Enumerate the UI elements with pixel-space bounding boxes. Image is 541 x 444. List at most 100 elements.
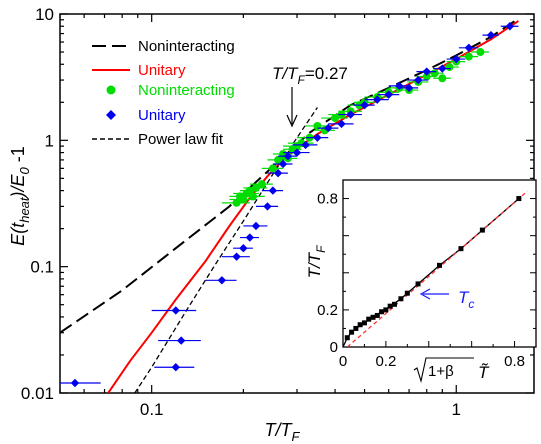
inset-data-point <box>370 314 376 320</box>
inset-y-axis-label: T/TF <box>305 245 328 279</box>
tc-label: T <box>458 288 470 307</box>
inset-data-point <box>349 329 355 335</box>
y-label-part: E(t <box>8 222 28 246</box>
data-point-unitary <box>245 233 255 242</box>
data-point-unitary <box>372 95 382 104</box>
annotation-main: T/T <box>272 64 299 83</box>
inset-x-tick-label: 0.8 <box>504 353 525 370</box>
inset-data-point <box>353 325 359 331</box>
data-point-unitary <box>404 83 414 93</box>
x-axis-label-main: T/T <box>265 420 294 440</box>
inset-data-point <box>516 196 522 202</box>
legend-entry-unitary-points: Unitary <box>106 107 186 124</box>
inset-data-point <box>374 312 380 318</box>
data-point-unitary <box>422 67 431 76</box>
tc-sub: c <box>468 297 474 311</box>
data-point-unitary <box>273 168 283 178</box>
data-point-unitary <box>239 244 248 253</box>
legend-label: Unitary <box>138 107 186 124</box>
data-point-noninteracting <box>251 183 260 192</box>
legend-entry-noninteracting-line: Noninteracting <box>92 38 235 55</box>
inset-x-tick-label: 0.2 <box>375 353 396 370</box>
data-point-unitary <box>464 43 474 53</box>
legend-label: Power law fit <box>138 131 224 148</box>
legend-swatch-green-circle <box>106 85 116 95</box>
data-point-unitary <box>292 148 302 157</box>
inset-y-tick-label: 0.2 <box>317 302 338 319</box>
data-point-unitary <box>360 100 369 110</box>
data-point-unitary <box>171 306 181 315</box>
data-point-noninteracting <box>331 114 340 123</box>
y-axis-label: E(theat)/E0 -1 <box>8 146 32 246</box>
y-tick-label: 1 <box>45 131 54 150</box>
data-point-unitary <box>301 140 310 150</box>
main-series <box>60 17 519 393</box>
data-point-unitary <box>176 336 186 345</box>
x-tick-label: 1 <box>452 400 461 419</box>
inset-x-tick-label: 0 <box>339 353 347 370</box>
inset-y-label-main: T/T <box>305 251 324 278</box>
data-point-noninteracting <box>239 195 248 204</box>
legend-entry-noninteracting-points: Noninteracting <box>106 82 235 99</box>
tc-annotation: Tc <box>419 288 474 311</box>
series-line <box>134 107 318 393</box>
data-point-unitary <box>337 119 346 129</box>
inset-plot-frame <box>342 179 537 348</box>
y-label-sub: 0 <box>17 166 32 174</box>
data-point-unitary <box>268 186 278 195</box>
data-point-unitary <box>217 276 227 285</box>
x-tick-label: 0.1 <box>140 400 164 419</box>
series-line <box>60 17 519 334</box>
data-point-unitary <box>263 202 272 211</box>
legend-mask <box>90 32 252 152</box>
inset-data-point <box>357 322 363 328</box>
inset-data-point <box>383 307 389 313</box>
data-point-unitary <box>313 133 322 142</box>
data-point-noninteracting <box>464 52 473 61</box>
inset-data-point <box>391 301 397 307</box>
annotation-arrow-head <box>286 114 298 128</box>
inset-data-point <box>366 316 372 322</box>
data-point-unitary <box>283 151 293 161</box>
data-point-noninteracting <box>445 63 454 72</box>
data-point-noninteracting <box>430 69 439 78</box>
data-point-unitary <box>70 378 80 388</box>
data-point-unitary <box>438 64 447 73</box>
inset-data-point <box>404 290 410 296</box>
inset-x-variable: T̃ <box>478 362 490 382</box>
annotation-sub: F <box>298 73 306 87</box>
legend-swatch-blue-diamond <box>106 110 116 120</box>
inset-data-point <box>458 246 464 252</box>
y-tick-label: 0.01 <box>21 384 54 403</box>
inset-data-point <box>344 335 350 341</box>
data-point-noninteracting <box>268 164 277 173</box>
inset-y-tick-label: 0 <box>330 339 338 356</box>
x-axis-label: T/TF <box>265 420 301 444</box>
legend: Noninteracting Unitary Noninteracting Un… <box>90 32 252 152</box>
inset-series <box>343 190 528 347</box>
legend-label: Unitary <box>138 62 186 79</box>
data-point-noninteracting <box>313 121 322 130</box>
legend-entry-power-law-fit: Power law fit <box>92 131 224 148</box>
inset-x-axis-label: 1+β T̃ <box>413 357 490 384</box>
svg-text:T/TF=0.27: T/TF=0.27 <box>272 64 348 87</box>
legend-label: Noninteracting <box>138 82 235 99</box>
x-axis-label-sub: F <box>292 429 301 444</box>
annotation-value: =0.27 <box>305 64 348 83</box>
data-point-unitary <box>251 221 261 231</box>
tc-arrow-head <box>419 288 431 300</box>
data-point-unitary <box>346 110 355 119</box>
data-point-unitary <box>384 90 393 99</box>
data-point-noninteracting <box>438 74 447 83</box>
inset-ticks <box>342 179 537 348</box>
inset-series-line <box>346 190 528 347</box>
data-point-unitary <box>171 363 181 372</box>
inset-data-point <box>361 320 367 326</box>
data-point-unitary <box>278 159 288 169</box>
inset-data-point <box>415 281 421 287</box>
data-point-unitary <box>324 123 333 133</box>
y-tick-label: 10 <box>35 5 54 24</box>
inset-chart: 0 0.2 0.8 0 0.2 0.8 Tc T/TF 1+β T̃ <box>305 179 537 384</box>
